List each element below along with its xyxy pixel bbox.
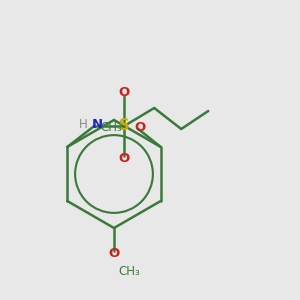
Text: O: O (108, 247, 120, 260)
Text: CH₃: CH₃ (118, 265, 140, 278)
Text: O: O (118, 86, 130, 100)
Text: H: H (80, 118, 88, 131)
Text: O: O (134, 121, 146, 134)
Text: O: O (118, 152, 130, 166)
Text: S: S (119, 118, 130, 134)
Text: N: N (92, 118, 103, 131)
Text: CH₃: CH₃ (100, 121, 122, 134)
